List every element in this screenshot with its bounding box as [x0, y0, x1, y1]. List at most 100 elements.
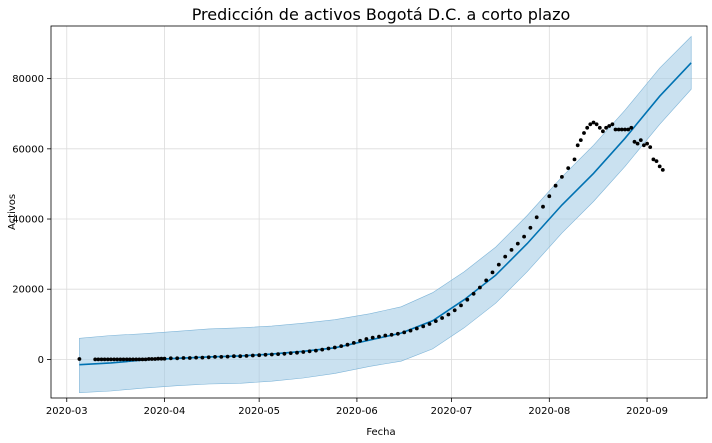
observed-point: [326, 346, 331, 351]
observed-point: [153, 357, 158, 361]
observed-point: [478, 285, 482, 290]
observed-point: [591, 120, 596, 125]
observed-point: [150, 357, 154, 361]
observed-point: [408, 328, 413, 333]
observed-point: [244, 354, 249, 358]
observed-point: [484, 278, 489, 283]
observed-point: [288, 351, 293, 355]
observed-point: [553, 183, 558, 188]
observed-point: [601, 129, 605, 134]
observed-point: [295, 350, 299, 355]
observed-point: [440, 316, 444, 320]
observed-point: [232, 354, 236, 359]
observed-point: [396, 331, 400, 336]
observed-point: [638, 138, 643, 143]
y-axis-label: Activos: [7, 194, 18, 230]
observed-point: [206, 355, 211, 360]
observed-point: [77, 357, 82, 361]
observed-point: [102, 357, 107, 362]
observed-point: [225, 354, 230, 359]
x-tick-label: 2020-05: [238, 406, 280, 417]
observed-point: [257, 353, 262, 358]
observed-point: [459, 303, 463, 308]
observed-point: [105, 357, 110, 362]
observed-point: [657, 164, 662, 169]
observed-point: [314, 348, 318, 353]
observed-point: [263, 352, 268, 357]
observed-point: [345, 342, 350, 347]
observed-point: [162, 356, 167, 361]
observed-points-layer: [77, 120, 665, 362]
observed-point: [619, 127, 624, 132]
y-tick-label: 60000: [12, 144, 44, 155]
observed-point: [213, 355, 217, 359]
observed-point: [452, 308, 457, 313]
observed-point: [465, 297, 470, 302]
observed-point: [515, 241, 520, 246]
observed-point: [219, 355, 224, 359]
observed-point: [389, 332, 394, 337]
y-axis-ticks: 0 20000 40000 60000 80000: [12, 74, 51, 366]
x-tick-label: 2020-09: [626, 406, 668, 417]
observed-point: [127, 357, 132, 362]
observed-point: [134, 357, 139, 362]
observed-point: [610, 122, 615, 127]
observed-point: [96, 357, 101, 362]
x-tick-label: 2020-03: [46, 406, 88, 417]
x-tick-label: 2020-06: [336, 406, 378, 417]
observed-point: [572, 157, 577, 162]
observed-point: [594, 122, 599, 127]
observed-point: [276, 352, 280, 356]
observed-point: [175, 356, 180, 361]
observed-point: [140, 357, 145, 362]
observed-point: [168, 356, 173, 361]
observed-point: [623, 127, 627, 132]
x-tick-label: 2020-04: [144, 406, 186, 417]
observed-point: [131, 357, 135, 362]
observed-point: [528, 225, 533, 230]
observed-point: [307, 349, 312, 354]
observed-point: [547, 194, 552, 199]
observed-point: [566, 166, 571, 171]
uncertainty-band-layer: [79, 35, 692, 394]
observed-point: [194, 355, 199, 360]
x-tick-label: 2020-08: [528, 406, 570, 417]
observed-point: [626, 127, 631, 132]
uncertainty-band: [79, 35, 692, 394]
observed-point: [629, 125, 634, 130]
observed-point: [109, 357, 113, 362]
x-axis-label: Fecha: [366, 427, 395, 438]
observed-point: [143, 357, 148, 362]
observed-point: [377, 334, 381, 339]
observed-point: [282, 351, 287, 356]
observed-point: [269, 352, 274, 357]
observed-point: [604, 125, 608, 130]
observed-point: [238, 354, 243, 359]
observed-point: [645, 141, 649, 146]
observed-point: [632, 139, 637, 144]
observed-point: [181, 356, 186, 360]
y-tick-label: 20000: [12, 285, 44, 296]
observed-point: [613, 127, 618, 132]
plot-frame: [50, 25, 708, 399]
observed-point: [446, 312, 451, 317]
y-tick-label: 80000: [12, 74, 44, 85]
observed-point: [635, 141, 640, 146]
observed-point: [421, 324, 426, 329]
observed-point: [332, 345, 337, 350]
observed-point: [582, 131, 586, 135]
observed-point: [433, 319, 438, 323]
observed-point: [156, 356, 161, 361]
observed-point: [187, 356, 192, 360]
observed-point: [93, 357, 98, 362]
observed-point: [414, 326, 419, 331]
observed-point: [503, 254, 508, 259]
x-tick-label: 2020-07: [431, 406, 473, 417]
observed-point: [642, 143, 646, 148]
observed-point: [137, 357, 142, 362]
observed-point: [509, 248, 514, 252]
observed-point: [383, 333, 388, 338]
observed-point: [490, 270, 495, 275]
observed-point: [471, 291, 476, 296]
